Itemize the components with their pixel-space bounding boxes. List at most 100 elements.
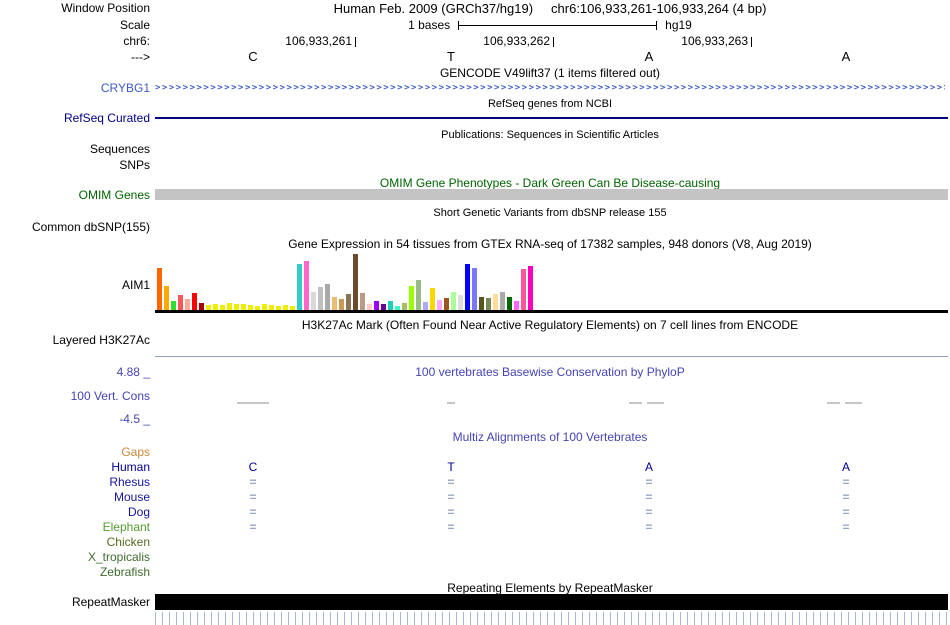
- multiz-cell: =: [249, 505, 257, 519]
- gtex-bar: [192, 293, 197, 310]
- strand-direction-label: --->: [131, 50, 150, 64]
- base-letter: A: [644, 49, 654, 64]
- common-dbsnp-label[interactable]: Common dbSNP(155): [31, 220, 150, 234]
- gtex-bar: [206, 305, 211, 310]
- multiz-cell: =: [645, 475, 653, 489]
- base-letter: T: [447, 49, 455, 64]
- coordinate-label: 106,933,262: [483, 34, 550, 48]
- base-letter: C: [248, 49, 258, 64]
- gtex-bar: [178, 295, 183, 310]
- gtex-bar: [500, 292, 505, 310]
- gtex-bar: [444, 298, 449, 310]
- multiz-track-title[interactable]: Multiz Alignments of 100 Vertebrates: [452, 430, 648, 444]
- omim-genes-bar[interactable]: [155, 189, 948, 200]
- snps-label[interactable]: SNPs: [119, 158, 150, 172]
- gtex-bar: [514, 301, 519, 310]
- refseq-track-title[interactable]: RefSeq genes from NCBI: [487, 98, 613, 110]
- multiz-cell: =: [447, 505, 455, 519]
- coordinate-label: 106,933,263: [681, 34, 748, 48]
- gtex-bar: [339, 299, 344, 310]
- gencode-gene-line[interactable]: >>>>>>>>>>>>>>>>>>>>>>>>>>>>>>>>>>>>>>>>…: [155, 83, 945, 93]
- gtex-bar: [416, 280, 421, 310]
- multiz-cell: =: [842, 475, 850, 489]
- multiz-species-chicken[interactable]: Chicken: [106, 535, 150, 549]
- gtex-bar: [465, 264, 470, 310]
- multiz-cell: A: [644, 460, 654, 474]
- gtex-bar: [423, 302, 428, 310]
- assembly-name: Human Feb. 2009 (GRCh37/hg19): [333, 1, 534, 16]
- coordinate-tick: [751, 37, 752, 47]
- gtex-bar: [157, 268, 162, 310]
- coordinate-tick: [553, 37, 554, 47]
- gtex-bar: [346, 294, 351, 310]
- scale-assembly: hg19: [665, 18, 692, 32]
- omim-genes-label[interactable]: OMIM Genes: [78, 188, 150, 202]
- multiz-species-x_tropicalis[interactable]: X_tropicalis: [87, 550, 150, 564]
- gtex-bar: [528, 266, 533, 310]
- gtex-bar: [171, 301, 176, 310]
- refseq-gene-line[interactable]: [155, 117, 948, 119]
- phylop-zero-dash: [447, 402, 455, 404]
- gtex-bar: [255, 306, 260, 310]
- multiz-species-rhesus[interactable]: Rhesus: [109, 475, 150, 489]
- omim-track-title[interactable]: OMIM Gene Phenotypes - Dark Green Can Be…: [379, 176, 721, 190]
- multiz-cell: =: [447, 520, 455, 534]
- dbsnp-track-title[interactable]: Short Genetic Variants from dbSNP releas…: [433, 207, 667, 219]
- gtex-bar: [297, 264, 302, 310]
- gtex-bar: [402, 303, 407, 310]
- phylop-zero-dash: [647, 402, 664, 404]
- base-letter: A: [841, 49, 851, 64]
- gtex-bar: [353, 254, 358, 310]
- gtex-bar: [262, 304, 267, 310]
- chrom-label: chr6:: [123, 34, 150, 48]
- phylop-max-label: 4.88 _: [116, 365, 150, 379]
- gtex-gene-label[interactable]: AIM1: [121, 278, 150, 292]
- gtex-track-title[interactable]: Gene Expression in 54 tissues from GTEx …: [288, 237, 812, 251]
- phylop-zero-dash: [827, 402, 840, 404]
- gene-label-crybg1[interactable]: CRYBG1: [100, 81, 150, 95]
- gtex-expression-bars[interactable]: [157, 252, 539, 310]
- gencode-track-title[interactable]: GENCODE V49lift37 (1 items filtered out): [439, 66, 661, 80]
- multiz-species-elephant[interactable]: Elephant: [102, 520, 150, 534]
- phylop-track-title[interactable]: 100 vertebrates Basewise Conservation by…: [415, 365, 685, 379]
- layered-h3k27ac-label[interactable]: Layered H3K27Ac: [52, 333, 150, 347]
- gtex-bar: [199, 303, 204, 310]
- assembly-position-title: Human Feb. 2009 (GRCh37/hg19) chr6:106,93…: [155, 1, 945, 16]
- scale-label: Scale: [119, 18, 150, 32]
- coordinate-tick: [355, 37, 356, 47]
- gtex-bar: [458, 295, 463, 310]
- multiz-species-mouse[interactable]: Mouse: [113, 490, 150, 504]
- multiz-species-dog[interactable]: Dog: [127, 505, 150, 519]
- publications-track-title[interactable]: Publications: Sequences in Scientific Ar…: [441, 129, 659, 141]
- multiz-species-gaps[interactable]: Gaps: [121, 445, 150, 459]
- multiz-cell: T: [447, 460, 455, 474]
- multiz-cell: =: [447, 475, 455, 489]
- h3k27ac-track-title[interactable]: H3K27Ac Mark (Often Found Near Active Re…: [301, 318, 799, 332]
- multiz-species-human[interactable]: Human: [111, 460, 150, 474]
- gtex-bar: [360, 293, 365, 310]
- gtex-bar: [486, 298, 491, 310]
- sequences-label[interactable]: Sequences: [89, 142, 150, 156]
- gtex-bar: [521, 269, 526, 310]
- multiz-species-zebrafish[interactable]: Zebrafish: [99, 565, 150, 579]
- gtex-baseline: [155, 310, 948, 313]
- repeatmasker-track-title[interactable]: Repeating Elements by RepeatMasker: [447, 581, 653, 595]
- gtex-bar: [493, 294, 498, 310]
- phylop-zero-dash: [237, 402, 269, 404]
- gtex-bar: [220, 305, 225, 310]
- gtex-bar: [395, 306, 400, 310]
- gtex-bar: [507, 297, 512, 310]
- gtex-bar: [304, 261, 309, 310]
- refseq-curated-label[interactable]: RefSeq Curated: [63, 111, 150, 125]
- gtex-bar: [318, 287, 323, 310]
- phylop-min-label: -4.5 _: [119, 412, 150, 426]
- gtex-bar: [472, 268, 477, 310]
- phylop-label[interactable]: 100 Vert. Cons: [70, 389, 150, 403]
- repeatmasker-bar[interactable]: [155, 594, 948, 610]
- window-position-label: Window Position: [61, 1, 150, 15]
- coordinate-label: 106,933,261: [285, 34, 352, 48]
- repeatmasker-label[interactable]: RepeatMasker: [71, 595, 150, 609]
- gtex-bar: [213, 304, 218, 310]
- gtex-bar: [451, 292, 456, 310]
- scale-bar-row: 1 bases hg19: [155, 18, 945, 32]
